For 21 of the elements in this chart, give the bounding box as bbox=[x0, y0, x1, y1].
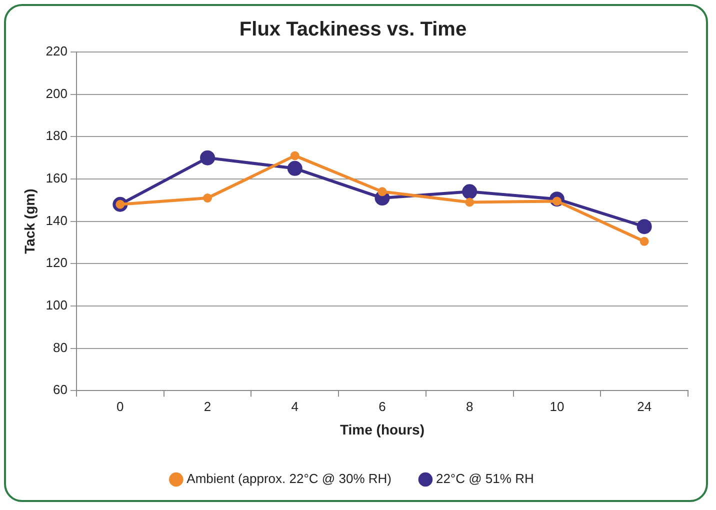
y-tick-label: 80 bbox=[53, 340, 68, 355]
chart-title: Flux Tackiness vs. Time bbox=[239, 18, 467, 41]
legend-label: 22°C @ 51% RH bbox=[436, 471, 534, 486]
y-tick-label: 160 bbox=[46, 170, 68, 186]
x-tick-label: 0 bbox=[116, 398, 124, 414]
y-tick-label: 220 bbox=[46, 44, 68, 59]
x-tick-label: 2 bbox=[204, 398, 212, 414]
x-tick-label: 10 bbox=[550, 398, 564, 414]
x-tick-label: 24 bbox=[637, 398, 652, 414]
x-axis-title: Time (hours) bbox=[340, 421, 425, 438]
y-tick-label: 60 bbox=[53, 382, 68, 398]
y-tick-label: 200 bbox=[46, 86, 68, 101]
y-tick-label: 180 bbox=[46, 128, 68, 144]
y-axis-title: Tack (gm) bbox=[21, 188, 38, 254]
y-tick-label: 120 bbox=[46, 255, 68, 270]
x-tick-label: 6 bbox=[378, 398, 386, 414]
y-tick-label: 140 bbox=[46, 212, 68, 228]
y-tick-label: 100 bbox=[46, 298, 68, 313]
x-tick-label: 8 bbox=[466, 398, 474, 414]
legend-label: Ambient (approx. 22°C @ 30% RH) bbox=[186, 471, 392, 486]
x-tick-label: 4 bbox=[291, 398, 299, 414]
